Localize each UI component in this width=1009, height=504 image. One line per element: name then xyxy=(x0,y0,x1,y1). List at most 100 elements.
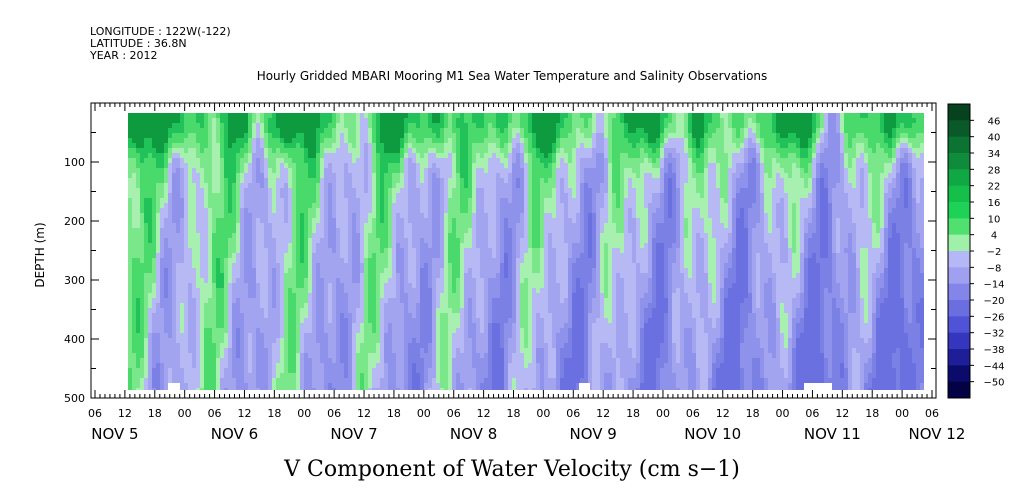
heatmap-cell xyxy=(212,343,217,349)
heatmap-cell xyxy=(368,268,373,274)
heatmap-cell xyxy=(476,113,481,119)
heatmap-cell xyxy=(440,308,445,314)
heatmap-cell xyxy=(428,338,433,344)
heatmap-cell xyxy=(204,388,209,390)
heatmap-cell xyxy=(456,203,461,209)
heatmap-cell xyxy=(456,228,461,234)
heatmap-cell xyxy=(132,333,137,339)
heatmap-cell xyxy=(388,178,393,184)
heatmap-cell xyxy=(156,223,161,229)
heatmap-cell xyxy=(268,303,273,309)
heatmap-cell xyxy=(420,298,425,304)
heatmap-cell xyxy=(204,188,209,194)
heatmap-cell xyxy=(160,198,165,204)
heatmap-cell xyxy=(456,323,461,329)
heatmap-cell xyxy=(164,168,169,174)
heatmap-cell xyxy=(316,288,321,294)
heatmap-cell xyxy=(380,238,385,244)
heatmap-cell xyxy=(168,343,173,349)
heatmap-cell xyxy=(240,168,245,174)
heatmap-cell xyxy=(240,143,245,149)
heatmap-cell xyxy=(376,283,381,289)
heatmap-cell xyxy=(408,333,413,339)
heatmap-cell xyxy=(292,238,297,244)
heatmap-cell xyxy=(388,298,393,304)
heatmap-cell xyxy=(196,213,201,219)
heatmap-cell xyxy=(420,388,425,390)
heatmap-cell xyxy=(304,343,309,349)
heatmap-cell xyxy=(360,223,365,229)
heatmap-cell xyxy=(344,228,349,234)
heatmap-cell xyxy=(476,163,481,169)
heatmap-cell xyxy=(136,243,141,249)
heatmap-cell xyxy=(144,328,149,334)
heatmap-cell xyxy=(476,278,481,284)
heatmap-cell xyxy=(284,118,289,124)
heatmap-cell xyxy=(188,128,193,134)
heatmap-cell xyxy=(288,178,293,184)
heatmap-cell xyxy=(212,278,217,284)
heatmap-cell xyxy=(480,118,485,124)
heatmap-cell xyxy=(196,223,201,229)
heatmap-cell xyxy=(404,213,409,219)
heatmap-cell xyxy=(360,308,365,314)
heatmap-cell xyxy=(232,373,237,379)
heatmap-cell xyxy=(316,238,321,244)
heatmap-cell xyxy=(316,178,321,184)
heatmap-cell xyxy=(364,328,369,334)
heatmap-cell xyxy=(220,143,225,149)
heatmap-cell xyxy=(316,323,321,329)
heatmap-cell xyxy=(296,378,301,384)
heatmap-cell xyxy=(196,228,201,234)
heatmap-cell xyxy=(356,263,361,269)
heatmap-cell xyxy=(296,188,301,194)
heatmap-cell xyxy=(356,268,361,274)
heatmap-cell xyxy=(348,243,353,249)
heatmap-cell xyxy=(476,238,481,244)
heatmap-cell xyxy=(140,388,145,390)
heatmap-cell xyxy=(180,233,185,239)
heatmap-cell xyxy=(256,208,261,214)
heatmap-cell xyxy=(232,378,237,384)
heatmap-cell xyxy=(312,258,317,264)
heatmap-cell xyxy=(464,263,469,269)
heatmap-cell xyxy=(372,263,377,269)
heatmap-cell xyxy=(384,278,389,284)
heatmap-cell xyxy=(132,193,137,199)
heatmap-cell xyxy=(328,168,333,174)
heatmap-cell xyxy=(392,113,397,119)
heatmap-cell xyxy=(372,253,377,259)
heatmap-cell xyxy=(168,233,173,239)
heatmap-cell xyxy=(344,328,349,334)
heatmap-cell xyxy=(296,308,301,314)
heatmap-cell xyxy=(372,143,377,149)
heatmap-cell xyxy=(456,288,461,294)
heatmap-cell xyxy=(272,263,277,269)
heatmap-cell xyxy=(348,248,353,254)
heatmap-cell xyxy=(368,138,373,144)
heatmap-cell xyxy=(480,158,485,164)
heatmap-cell xyxy=(428,288,433,294)
heatmap-cell xyxy=(332,323,337,329)
heatmap-cell xyxy=(436,208,441,214)
heatmap-cell xyxy=(300,343,305,349)
heatmap-cell xyxy=(280,368,285,374)
heatmap-cell xyxy=(232,168,237,174)
heatmap-cell xyxy=(260,148,265,154)
heatmap-cell xyxy=(248,328,253,334)
heatmap-cell xyxy=(292,128,297,134)
heatmap-cell xyxy=(216,348,221,354)
heatmap-cell xyxy=(252,313,257,319)
heatmap-cell xyxy=(188,113,193,119)
heatmap-cell xyxy=(340,188,345,194)
heatmap-cell xyxy=(196,323,201,329)
heatmap-cell xyxy=(248,258,253,264)
heatmap-cell xyxy=(308,323,313,329)
heatmap-cell xyxy=(312,248,317,254)
heatmap-cell xyxy=(392,303,397,309)
heatmap-cell xyxy=(184,258,189,264)
heatmap-cell xyxy=(296,118,301,124)
heatmap-cell xyxy=(348,278,353,284)
heatmap-cell xyxy=(308,338,313,344)
heatmap-cell xyxy=(184,173,189,179)
